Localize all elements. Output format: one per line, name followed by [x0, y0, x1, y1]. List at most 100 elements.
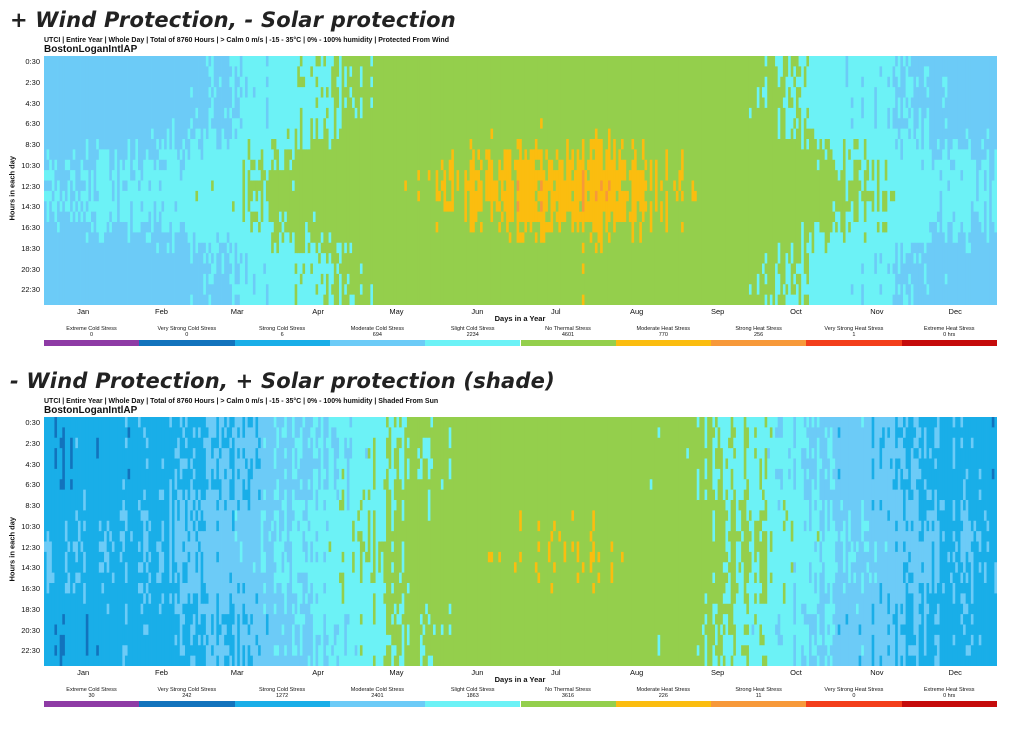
heatmap-cell — [469, 232, 473, 305]
heatmap-cell — [472, 56, 476, 150]
heatmap-cell — [931, 531, 935, 542]
heatmap-cell — [422, 56, 426, 305]
heatmap-cell — [861, 655, 865, 666]
heatmap-cell — [819, 562, 823, 574]
heatmap-cell — [994, 149, 997, 233]
heatmap-cell — [148, 603, 152, 666]
heatmap-cell — [331, 417, 335, 428]
heatmap-cell — [845, 614, 849, 625]
heatmap-cell — [85, 201, 89, 213]
heatmap-cell — [720, 56, 724, 305]
heatmap-cell — [75, 190, 79, 202]
heatmap-cell — [419, 634, 423, 666]
heatmap-cell — [892, 201, 896, 264]
heatmap-cell — [182, 417, 186, 428]
legend-swatch — [329, 701, 426, 707]
heatmap-cell — [751, 56, 755, 305]
panel-title: - Wind Protection, + Solar protection (s… — [10, 369, 555, 393]
heatmap-cell — [806, 56, 810, 67]
heatmap-cell — [156, 417, 160, 542]
heatmap-cell — [827, 634, 831, 657]
heatmap-cell — [341, 479, 345, 491]
heatmap-cell — [691, 56, 695, 181]
heatmap-cell — [427, 479, 431, 491]
heatmap-cell — [378, 56, 382, 305]
heatmap-cell — [576, 562, 580, 574]
heatmap-cell — [171, 118, 175, 254]
heatmap-cell — [897, 437, 901, 459]
heatmap-cell — [858, 170, 862, 181]
heatmap-cell — [936, 583, 940, 605]
heatmap-cell — [621, 562, 625, 666]
heatmap-cell — [281, 427, 285, 439]
heatmap-cell — [299, 253, 303, 275]
heatmap-cell — [581, 242, 585, 254]
heatmap-cell — [942, 541, 946, 584]
heatmap-cell — [318, 56, 322, 67]
heatmap-cell — [158, 500, 162, 542]
heatmap-cell — [127, 479, 131, 666]
heatmap-cell — [187, 531, 191, 542]
heatmap-cell — [819, 56, 823, 140]
heatmap-cell — [208, 107, 212, 244]
heatmap-cell — [782, 294, 786, 305]
heatmap-cell — [537, 170, 541, 181]
heatmap-cell — [182, 170, 186, 223]
heatmap-cell — [840, 56, 844, 171]
heatmap-cell — [451, 149, 455, 213]
heatmap-cell — [785, 294, 789, 305]
heatmap-cell — [104, 149, 108, 233]
heatmap-cell — [905, 97, 909, 109]
heatmap-cell — [856, 159, 860, 223]
heatmap-cell — [427, 624, 431, 657]
legend-swatch — [901, 701, 997, 707]
heatmap-cell — [278, 222, 282, 233]
heatmap-cell — [145, 437, 149, 449]
heatmap-cell — [341, 562, 345, 574]
heatmap-cell — [584, 170, 588, 223]
heatmap-cell — [391, 551, 395, 563]
heatmap-cell — [832, 489, 836, 522]
heatmap-cell — [978, 417, 982, 470]
heatmap-cell — [221, 417, 225, 428]
heatmap-cell — [942, 56, 946, 78]
heatmap-cell — [903, 118, 907, 130]
heatmap-cell — [511, 56, 515, 181]
heatmap-cell — [780, 56, 784, 78]
heatmap-cell — [320, 97, 324, 140]
heatmap-cell — [224, 510, 228, 615]
heatmap-cell — [746, 624, 750, 636]
heatmap-cell — [305, 603, 309, 666]
heatmap-cell — [884, 541, 888, 553]
heatmap-cell — [182, 500, 186, 542]
heatmap-cell — [649, 232, 653, 305]
heatmap-cell — [349, 97, 353, 244]
heatmap-cell — [140, 417, 144, 511]
heatmap-cell — [446, 417, 450, 666]
heatmap-cell — [430, 417, 434, 428]
heatmap-cell — [803, 448, 807, 501]
heatmap-cell — [211, 489, 215, 615]
heatmap-cell — [934, 458, 938, 470]
heatmap-cell — [469, 149, 473, 161]
heatmap-cell — [942, 232, 946, 305]
heatmap-cell — [119, 562, 123, 666]
heatmap-cell — [566, 417, 570, 666]
heatmap-cell — [213, 97, 217, 130]
heatmap-cell — [190, 624, 194, 646]
heatmap-cell — [819, 531, 823, 542]
heatmap-cell — [960, 531, 964, 563]
heatmap-cell — [305, 149, 309, 223]
heatmap-cell — [443, 170, 447, 213]
heatmap-cell — [184, 562, 188, 584]
heatmap-cell — [978, 56, 982, 171]
heatmap-cell — [357, 417, 361, 511]
heatmap-cell — [725, 468, 729, 491]
heatmap-cell — [827, 531, 831, 584]
heatmap-cell — [216, 56, 220, 150]
heatmap-cell — [328, 417, 332, 542]
heatmap-cell — [900, 139, 904, 161]
heatmap-cell — [814, 222, 818, 305]
heatmap-cell — [978, 500, 982, 532]
heatmap-cell — [255, 417, 259, 439]
